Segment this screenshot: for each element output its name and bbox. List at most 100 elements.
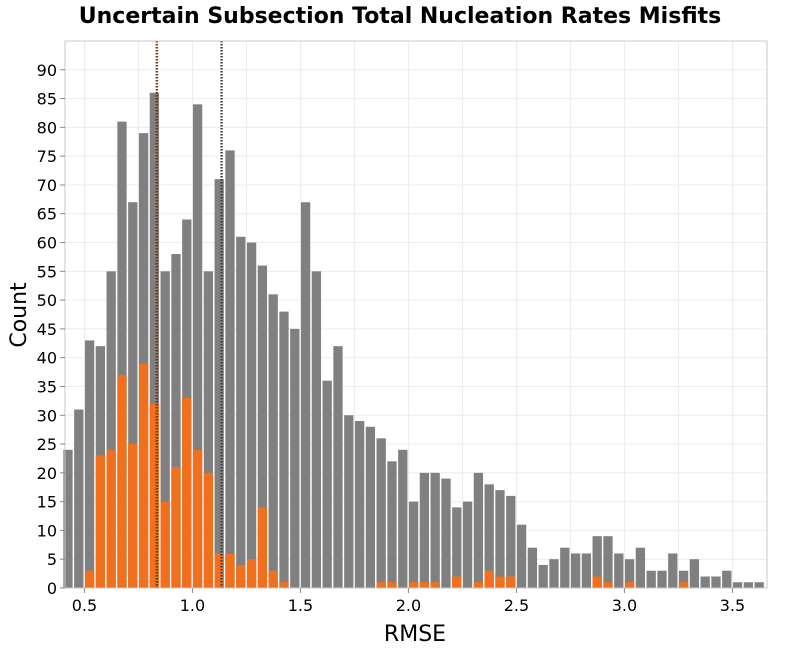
y-tick-label: 85 [37, 90, 57, 109]
bar-total [462, 501, 473, 588]
x-tick-label: 3.0 [612, 596, 637, 615]
bar-subset [678, 582, 689, 588]
bar-total [732, 582, 743, 588]
bar-subset [182, 397, 192, 588]
bar-subset [408, 582, 419, 588]
bar-total [257, 265, 268, 588]
bar-total [452, 507, 462, 588]
bar-subset [376, 582, 386, 588]
bar-subset [95, 455, 106, 588]
bar-total [689, 559, 700, 588]
bar-total [549, 559, 559, 588]
bar-total [149, 92, 160, 589]
bar-total [506, 495, 516, 588]
bar-total [614, 553, 624, 588]
bar-subset [171, 467, 181, 588]
y-tick-label: 5 [47, 550, 57, 569]
bar-subset [106, 449, 116, 588]
bar-total [560, 547, 570, 588]
bar-total [635, 547, 646, 588]
y-tick-label: 75 [37, 147, 57, 166]
bar-subset [160, 501, 170, 588]
bar-total [322, 380, 332, 588]
bar-total [592, 536, 602, 588]
bar-total [408, 501, 419, 588]
bar-total [333, 346, 343, 588]
bar-subset [246, 559, 257, 588]
bar-subset [225, 553, 235, 588]
y-tick-label: 35 [37, 377, 57, 396]
x-tick-label: 1.0 [180, 596, 205, 615]
x-tick-label: 1.5 [288, 596, 313, 615]
bar-total [279, 311, 289, 588]
bar-total [106, 271, 116, 588]
bar-subset [236, 564, 246, 588]
bar-total [754, 582, 764, 588]
bar-subset [268, 570, 278, 588]
bar-subset [192, 449, 203, 588]
bar-total [74, 409, 84, 588]
bar-total [117, 121, 127, 588]
bar-total [484, 484, 494, 588]
bar-total [516, 524, 527, 588]
bar-subset [603, 582, 613, 588]
bar-total [711, 576, 721, 588]
x-tick-label: 0.5 [72, 596, 97, 615]
bar-total [63, 449, 73, 588]
bar-total [570, 553, 581, 588]
bar-total [365, 426, 376, 588]
y-tick-label: 70 [37, 176, 57, 195]
y-tick-label: 80 [37, 118, 57, 137]
bar-total [225, 150, 235, 588]
x-tick-label: 2.5 [504, 596, 529, 615]
bar-subset [203, 472, 214, 588]
bar-subset [149, 403, 160, 588]
bar-total [214, 179, 224, 589]
plot-frame [64, 40, 768, 589]
bar-total [495, 490, 505, 588]
bar-total [646, 570, 656, 588]
bar-subset [84, 570, 95, 588]
bar-subset [128, 444, 138, 588]
bar-subset [495, 576, 505, 588]
bar-total [171, 254, 181, 588]
bar-total [268, 294, 278, 588]
bar-subset [430, 582, 440, 588]
bar-subset [387, 582, 397, 588]
bar-total [527, 547, 538, 588]
y-tick-label: 30 [37, 406, 57, 425]
bar-subset [592, 576, 602, 588]
bar-total [538, 564, 548, 588]
bar-total [84, 340, 95, 588]
bar-total [473, 472, 484, 588]
bar-total [236, 236, 246, 588]
bar-total [128, 202, 138, 588]
bar-subset [484, 570, 494, 588]
bar-subset [279, 582, 289, 588]
bar-total [311, 271, 322, 588]
bar-subset [473, 582, 484, 588]
y-axis-ticks: 0 5 10 15 20 25 30 35 40 45 50 55 60 65 70 75 80 85 90 [37, 61, 65, 598]
y-tick-label: 60 [37, 234, 57, 253]
bar-total [398, 449, 408, 588]
bar-subset [624, 582, 635, 588]
bar-total [376, 438, 386, 588]
y-tick-label: 55 [37, 262, 57, 281]
y-axis-label: Count [7, 282, 32, 348]
chart-title: Uncertain Subsection Total Nucleation Ra… [79, 4, 721, 29]
bar-total [581, 553, 592, 588]
bar-total [192, 104, 203, 588]
bar-subset [138, 363, 149, 588]
bar-total [290, 328, 300, 588]
bar-total [430, 472, 440, 588]
y-tick-label: 0 [47, 579, 57, 598]
bar-subset [257, 507, 268, 588]
y-tick-label: 15 [37, 493, 57, 512]
y-tick-label: 10 [37, 521, 57, 540]
bar-subset [214, 553, 224, 588]
bar-total [678, 570, 689, 588]
bar-total [344, 415, 354, 588]
bar-total [203, 271, 214, 588]
bars-group [63, 92, 764, 589]
